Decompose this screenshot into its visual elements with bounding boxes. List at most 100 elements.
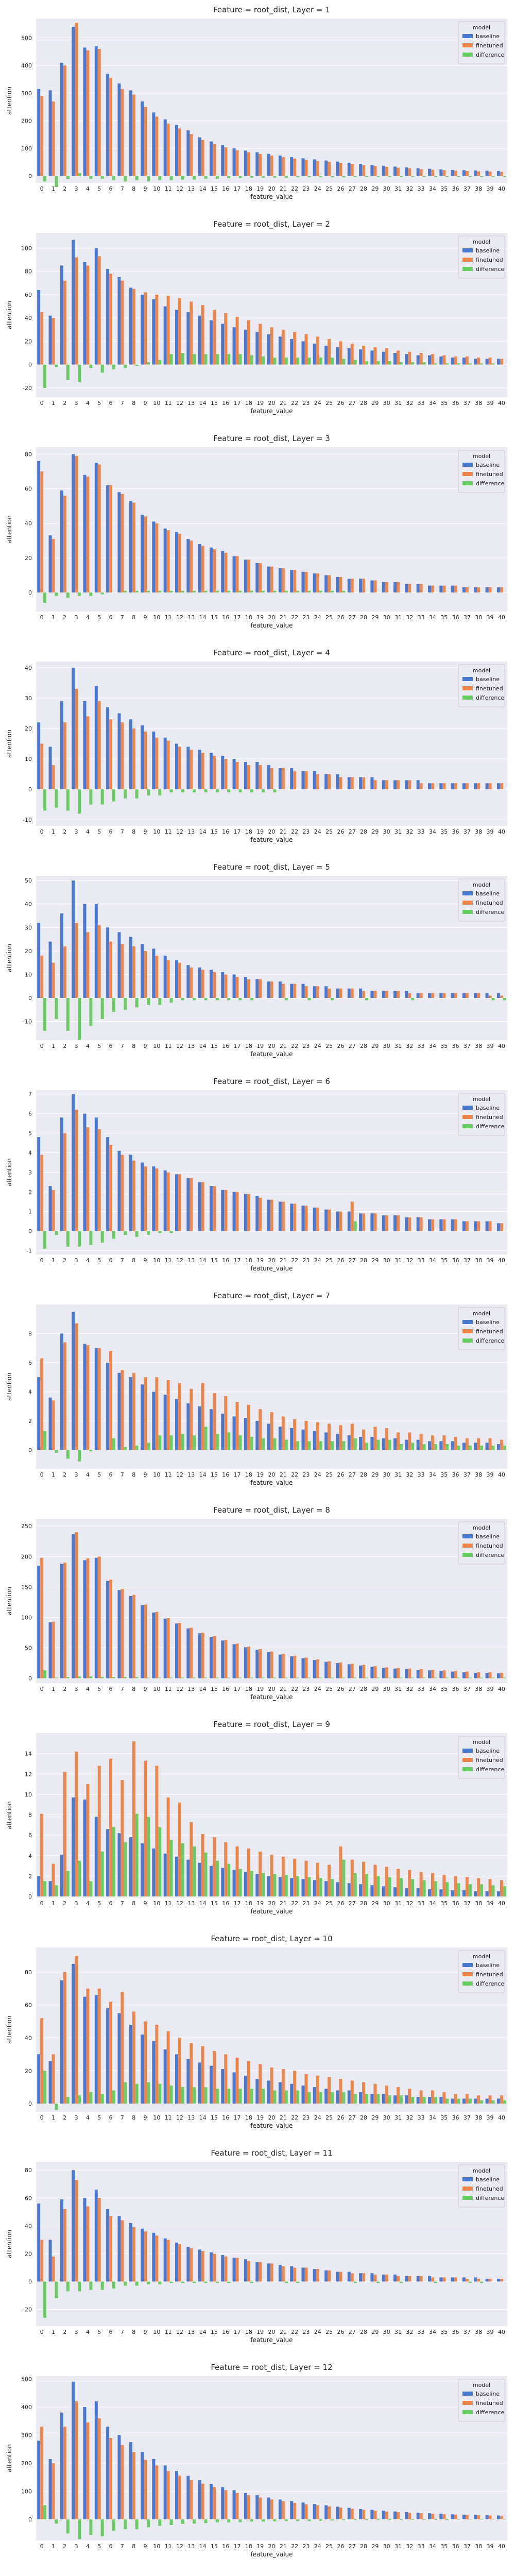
- bar-difference: [238, 354, 242, 365]
- legend-label-finetuned: finetuned: [476, 257, 503, 263]
- bar-difference: [193, 2281, 196, 2283]
- bar-difference: [422, 1444, 426, 1450]
- bar-baseline: [232, 2490, 236, 2520]
- bar-finetuned: [247, 152, 250, 176]
- bar-baseline: [278, 1201, 282, 1231]
- bar-difference: [331, 590, 334, 593]
- bar-finetuned: [144, 1760, 147, 1897]
- x-tick-label: 11: [165, 1471, 172, 1478]
- bar-finetuned: [293, 1655, 297, 1679]
- bar-baseline: [496, 587, 500, 593]
- x-tick-label: 27: [349, 1043, 356, 1049]
- x-tick-label: 32: [406, 2543, 413, 2550]
- bar-difference: [353, 2093, 357, 2104]
- x-tick-label: 13: [187, 2114, 195, 2121]
- bar-baseline: [37, 2054, 41, 2104]
- bar-finetuned: [52, 2054, 55, 2104]
- bar-difference: [169, 1840, 173, 1897]
- y-tick-label: 5: [28, 1130, 32, 1137]
- y-tick-label: 6: [28, 1832, 32, 1839]
- bar-baseline: [117, 2216, 121, 2282]
- x-tick-label: 21: [280, 2114, 287, 2121]
- bar-difference: [124, 1447, 127, 1450]
- x-tick-label: 36: [452, 400, 459, 406]
- bar-difference: [89, 789, 93, 805]
- bar-difference: [284, 2281, 288, 2283]
- bar-finetuned: [488, 1438, 492, 1450]
- bar-difference: [307, 1441, 311, 1450]
- bar-difference: [227, 176, 231, 178]
- x-tick-label: 29: [371, 1043, 379, 1049]
- y-tick-label: 0: [28, 362, 32, 368]
- x-tick-label: 13: [187, 185, 195, 192]
- x-tick-label: 36: [452, 2543, 459, 2550]
- bar-baseline: [462, 1890, 466, 1897]
- bar-baseline: [462, 1443, 466, 1450]
- bar-difference: [399, 2519, 403, 2520]
- bar-baseline: [451, 585, 454, 593]
- x-tick-label: 31: [394, 2543, 402, 2550]
- y-tick-label: 60: [25, 2002, 32, 2009]
- x-tick-label: 5: [97, 614, 101, 621]
- bar-difference: [307, 1677, 311, 1679]
- x-tick-label: 38: [475, 185, 482, 192]
- bar-baseline: [439, 585, 443, 593]
- bar-difference: [158, 360, 162, 365]
- bar-finetuned: [63, 65, 66, 176]
- bar-finetuned: [190, 540, 193, 593]
- bar-baseline: [496, 993, 500, 998]
- bar-finetuned: [270, 327, 273, 365]
- bar-finetuned: [63, 1772, 66, 1897]
- bar-baseline: [405, 1217, 408, 1231]
- x-tick-label: 37: [464, 2329, 471, 2335]
- legend-swatch-finetuned: [462, 1329, 473, 1333]
- bar-finetuned: [166, 2031, 170, 2104]
- bar-difference: [89, 1231, 93, 1245]
- bar-finetuned: [40, 96, 44, 176]
- bar-difference: [135, 1445, 139, 1450]
- x-tick-label: 6: [109, 1686, 113, 1692]
- bar-difference: [342, 2092, 346, 2104]
- bar-baseline: [255, 152, 259, 176]
- bar-difference: [215, 997, 219, 1001]
- x-tick-label: 25: [325, 1686, 333, 1692]
- bar-baseline: [336, 161, 339, 176]
- x-tick-label: 4: [86, 1043, 90, 1049]
- x-tick-label: 23: [302, 2329, 310, 2335]
- bar-finetuned: [178, 962, 181, 998]
- bar-difference: [399, 1878, 403, 1897]
- bar-finetuned: [201, 1632, 204, 1679]
- bar-baseline: [382, 165, 385, 176]
- bar-baseline: [209, 2252, 213, 2282]
- y-tick-label: 150: [21, 1584, 32, 1590]
- bar-finetuned: [224, 2490, 228, 2520]
- x-tick-label: 10: [153, 2114, 160, 2121]
- bar-baseline: [347, 2272, 351, 2282]
- chart-title: Feature = root_dist, Layer = 9: [213, 1720, 330, 1730]
- bar-difference: [112, 364, 115, 369]
- bar-baseline: [83, 474, 87, 593]
- bar-difference: [89, 592, 93, 596]
- legend-label-difference: difference: [476, 480, 504, 487]
- x-tick-label: 3: [75, 1043, 78, 1049]
- x-tick-label: 10: [153, 1257, 160, 1264]
- bar-difference: [169, 354, 173, 365]
- bar-baseline: [72, 240, 75, 365]
- x-tick-label: 20: [268, 614, 276, 621]
- bar-baseline: [496, 1223, 500, 1231]
- bar-difference: [468, 1445, 472, 1450]
- bar-difference: [422, 2097, 426, 2104]
- x-tick-label: 29: [371, 400, 379, 406]
- bar-difference: [434, 2281, 437, 2283]
- x-tick-label: 22: [291, 400, 298, 406]
- bar-difference: [193, 1435, 196, 1450]
- bar-baseline: [474, 587, 477, 593]
- x-tick-label: 29: [371, 2329, 379, 2335]
- bar-baseline: [439, 1441, 443, 1450]
- bar-finetuned: [316, 2269, 319, 2282]
- bar-finetuned: [373, 780, 377, 790]
- bar-baseline: [152, 1166, 156, 1231]
- x-tick-label: 27: [349, 1900, 356, 1907]
- x-tick-label: 20: [268, 1257, 276, 1264]
- x-tick-label: 35: [440, 400, 448, 406]
